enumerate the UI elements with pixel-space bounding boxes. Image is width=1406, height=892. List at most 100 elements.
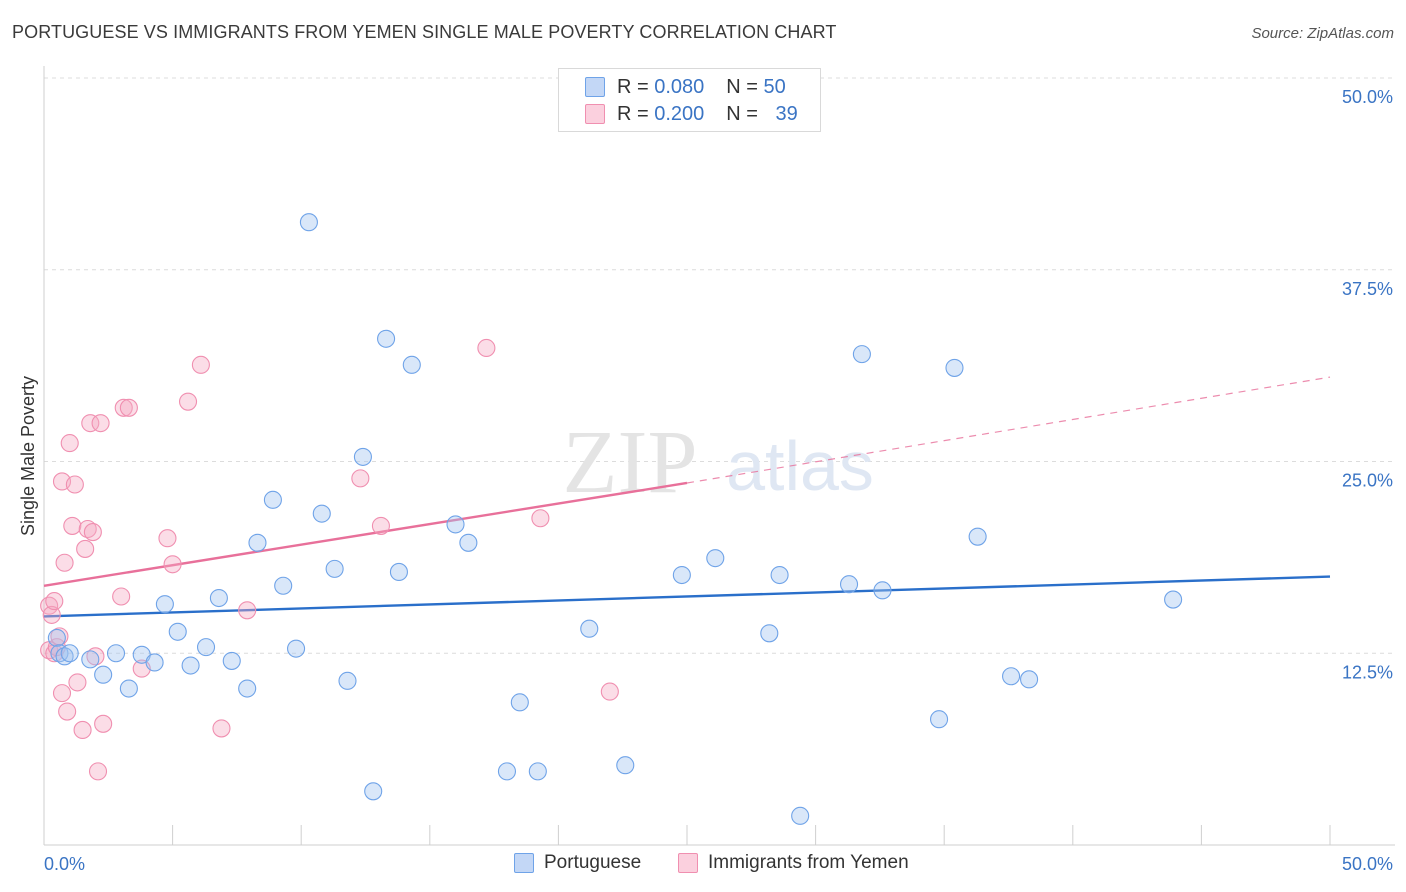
portuguese-point <box>60 644 79 663</box>
source-credit: Source: ZipAtlas.com <box>1251 25 1394 42</box>
yemen-point <box>42 605 61 624</box>
yemen-point <box>91 414 110 433</box>
y-tick-label: 25.0% <box>1342 471 1393 491</box>
n-value: 50 <box>763 75 786 98</box>
yemen-point <box>86 647 105 666</box>
legend-row-yemen: R = 0.200 N = 39 <box>585 102 798 126</box>
yemen-point <box>119 398 138 417</box>
portuguese-point <box>287 639 306 658</box>
y-tick-label: 50.0% <box>1342 87 1393 107</box>
portuguese-point <box>446 515 465 534</box>
yemen-point <box>45 592 64 611</box>
portuguese-point <box>389 562 408 581</box>
axes <box>43 66 1395 846</box>
portuguese-swatch <box>514 853 534 873</box>
yemen-point <box>94 714 113 733</box>
portuguese-point <box>968 527 987 546</box>
portuguese-point <box>497 762 517 781</box>
yemen-point <box>351 469 370 488</box>
portuguese-point <box>312 504 331 523</box>
y-axis-label: Single Male Poverty <box>18 376 38 536</box>
yemen-point <box>112 587 131 606</box>
portuguese-point <box>930 710 949 729</box>
yemen-point <box>88 762 108 781</box>
yemen-point <box>212 719 231 738</box>
r-label: R = <box>617 75 649 98</box>
x-tick-label: 0.0% <box>44 854 85 874</box>
x-tick-label: 50.0% <box>1342 854 1393 874</box>
data-points <box>40 213 1183 825</box>
portuguese-point <box>325 559 344 578</box>
correlation-legend: R = 0.080 N = 50 R = 0.200 N = 39 <box>558 68 821 132</box>
portuguese-point <box>145 653 164 672</box>
portuguese-point <box>510 693 529 712</box>
portuguese-point <box>299 213 318 232</box>
portuguese-point <box>222 651 241 670</box>
portuguese-point <box>50 644 69 663</box>
n-label: N = <box>726 102 758 125</box>
bottom-legend-portuguese: Portuguese <box>514 852 641 874</box>
portuguese-point <box>402 355 421 374</box>
yemen-point <box>55 553 74 572</box>
yemen-point <box>60 434 79 453</box>
yemen-point <box>78 519 97 539</box>
portuguese-point <box>770 565 789 585</box>
y-tick-label: 37.5% <box>1342 279 1393 299</box>
yemen-point <box>73 720 92 740</box>
portuguese-point <box>238 679 257 698</box>
portuguese-point <box>839 575 859 594</box>
yemen-point <box>83 523 102 542</box>
portuguese-point <box>181 656 200 675</box>
portuguese-point <box>1020 670 1039 689</box>
yemen-point <box>114 398 133 417</box>
portuguese-point <box>706 549 725 568</box>
portuguese-point <box>55 647 74 666</box>
bottom-legend-label: Portuguese <box>544 852 642 873</box>
portuguese-point <box>1002 667 1021 686</box>
yemen-point <box>477 338 496 358</box>
portuguese-point <box>528 762 547 781</box>
portuguese-point <box>263 490 282 509</box>
portuguese-trend-line <box>43 575 1331 618</box>
portuguese-point <box>852 345 871 364</box>
portuguese-point <box>338 671 357 690</box>
tick-labels: 12.5% 25.0% 37.5% 50.0% 0.0% 50.0% <box>44 87 1393 874</box>
portuguese-point <box>760 624 779 643</box>
trend-lines <box>43 376 1331 618</box>
yemen-swatch <box>678 853 698 873</box>
r-value: 0.200 <box>654 102 705 125</box>
portuguese-point <box>106 644 126 663</box>
yemen-swatch <box>585 104 605 124</box>
portuguese-point <box>209 588 228 608</box>
portuguese-point <box>364 782 383 801</box>
yemen-point <box>58 702 77 721</box>
yemen-point <box>531 509 550 528</box>
r-label: R = <box>617 102 649 125</box>
portuguese-point <box>377 329 396 348</box>
bottom-legend-label: Immigrants from Yemen <box>708 852 909 873</box>
portuguese-swatch <box>585 77 605 97</box>
legend-row-portuguese: R = 0.080 N = 50 <box>585 75 786 99</box>
grid-lines <box>44 77 1395 654</box>
yemen-point <box>163 555 182 574</box>
yemen-point <box>371 516 390 535</box>
yemen-trend-extension <box>686 376 1331 484</box>
chart-title: PORTUGUESE VS IMMIGRANTS FROM YEMEN SING… <box>12 22 837 42</box>
n-label: N = <box>726 75 758 98</box>
watermark: ZIP atlas <box>563 413 874 512</box>
portuguese-point <box>248 533 267 552</box>
portuguese-point <box>1164 590 1183 609</box>
yemen-point <box>191 355 210 374</box>
portuguese-point <box>119 679 138 698</box>
yemen-point <box>600 682 619 701</box>
portuguese-point <box>353 447 372 466</box>
portuguese-point <box>274 576 293 595</box>
watermark-zip: ZIP <box>563 413 698 512</box>
yemen-point <box>63 516 82 535</box>
yemen-trend-line <box>43 481 688 587</box>
portuguese-point <box>47 628 66 647</box>
bottom-legend-yemen: Immigrants from Yemen <box>678 852 909 874</box>
yemen-point <box>76 539 95 558</box>
portuguese-point <box>580 619 599 638</box>
yemen-point <box>178 392 198 411</box>
